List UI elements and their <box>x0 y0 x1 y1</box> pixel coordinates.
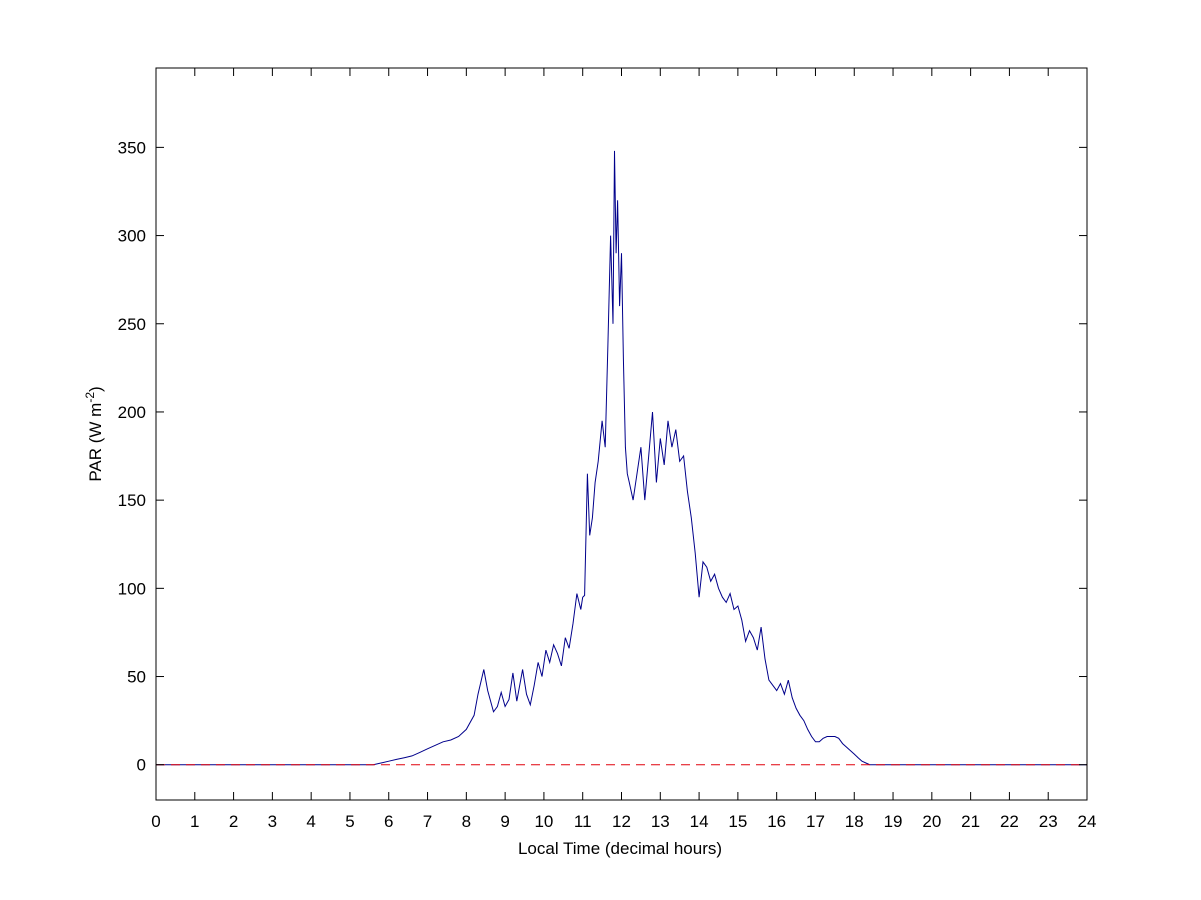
y-tick-label: 50 <box>127 668 146 687</box>
x-tick-label: 24 <box>1078 812 1097 831</box>
x-tick-label: 0 <box>151 812 160 831</box>
x-tick-label: 15 <box>728 812 747 831</box>
x-tick-label: 21 <box>961 812 980 831</box>
y-axis-label-superscript: -2 <box>83 392 97 403</box>
y-tick-label: 0 <box>137 756 146 775</box>
x-tick-label: 19 <box>884 812 903 831</box>
y-tick-label: 200 <box>118 403 146 422</box>
x-tick-label: 10 <box>534 812 553 831</box>
x-tick-label: 6 <box>384 812 393 831</box>
y-tick-label: 100 <box>118 579 146 598</box>
x-tick-label: 14 <box>690 812 709 831</box>
y-tick-label: 350 <box>118 138 146 157</box>
y-tick-label: 150 <box>118 491 146 510</box>
x-tick-label: 7 <box>423 812 432 831</box>
x-tick-label: 12 <box>612 812 631 831</box>
x-tick-label: 13 <box>651 812 670 831</box>
x-tick-label: 9 <box>500 812 509 831</box>
y-tick-label: 300 <box>118 227 146 246</box>
x-axis-label: Local Time (decimal hours) <box>518 839 722 858</box>
x-tick-label: 17 <box>806 812 825 831</box>
x-tick-label: 22 <box>1000 812 1019 831</box>
x-tick-label: 8 <box>462 812 471 831</box>
x-tick-label: 2 <box>229 812 238 831</box>
x-tick-label: 20 <box>922 812 941 831</box>
y-axis-label: PAR (W m-2) <box>83 386 105 481</box>
y-tick-label: 250 <box>118 315 146 334</box>
plot-frame <box>155 67 1088 801</box>
par-series-line <box>156 150 1087 766</box>
x-tick-label: 1 <box>190 812 199 831</box>
plot-area-background <box>156 68 1087 800</box>
x-tick-labels: 0 1 2 3 4 5 6 7 8 9 10 11 12 13 14 15 16 17 18 19 20 21 22 23 24 <box>151 812 1096 831</box>
x-tick-label: 16 <box>767 812 786 831</box>
series-layer <box>156 150 1087 766</box>
y-axis-label-close: ) <box>86 386 105 392</box>
ticks-layer <box>155 68 1088 800</box>
x-tick-label: 18 <box>845 812 864 831</box>
x-tick-label: 5 <box>345 812 354 831</box>
x-tick-label: 23 <box>1039 812 1058 831</box>
x-tick-label: 11 <box>574 812 592 831</box>
y-axis-label-main: PAR (W m <box>86 403 105 482</box>
x-tick-label: 4 <box>306 812 315 831</box>
x-tick-label: 3 <box>268 812 277 831</box>
y-tick-labels: 0 50 100 150 200 250 300 350 <box>118 138 146 774</box>
